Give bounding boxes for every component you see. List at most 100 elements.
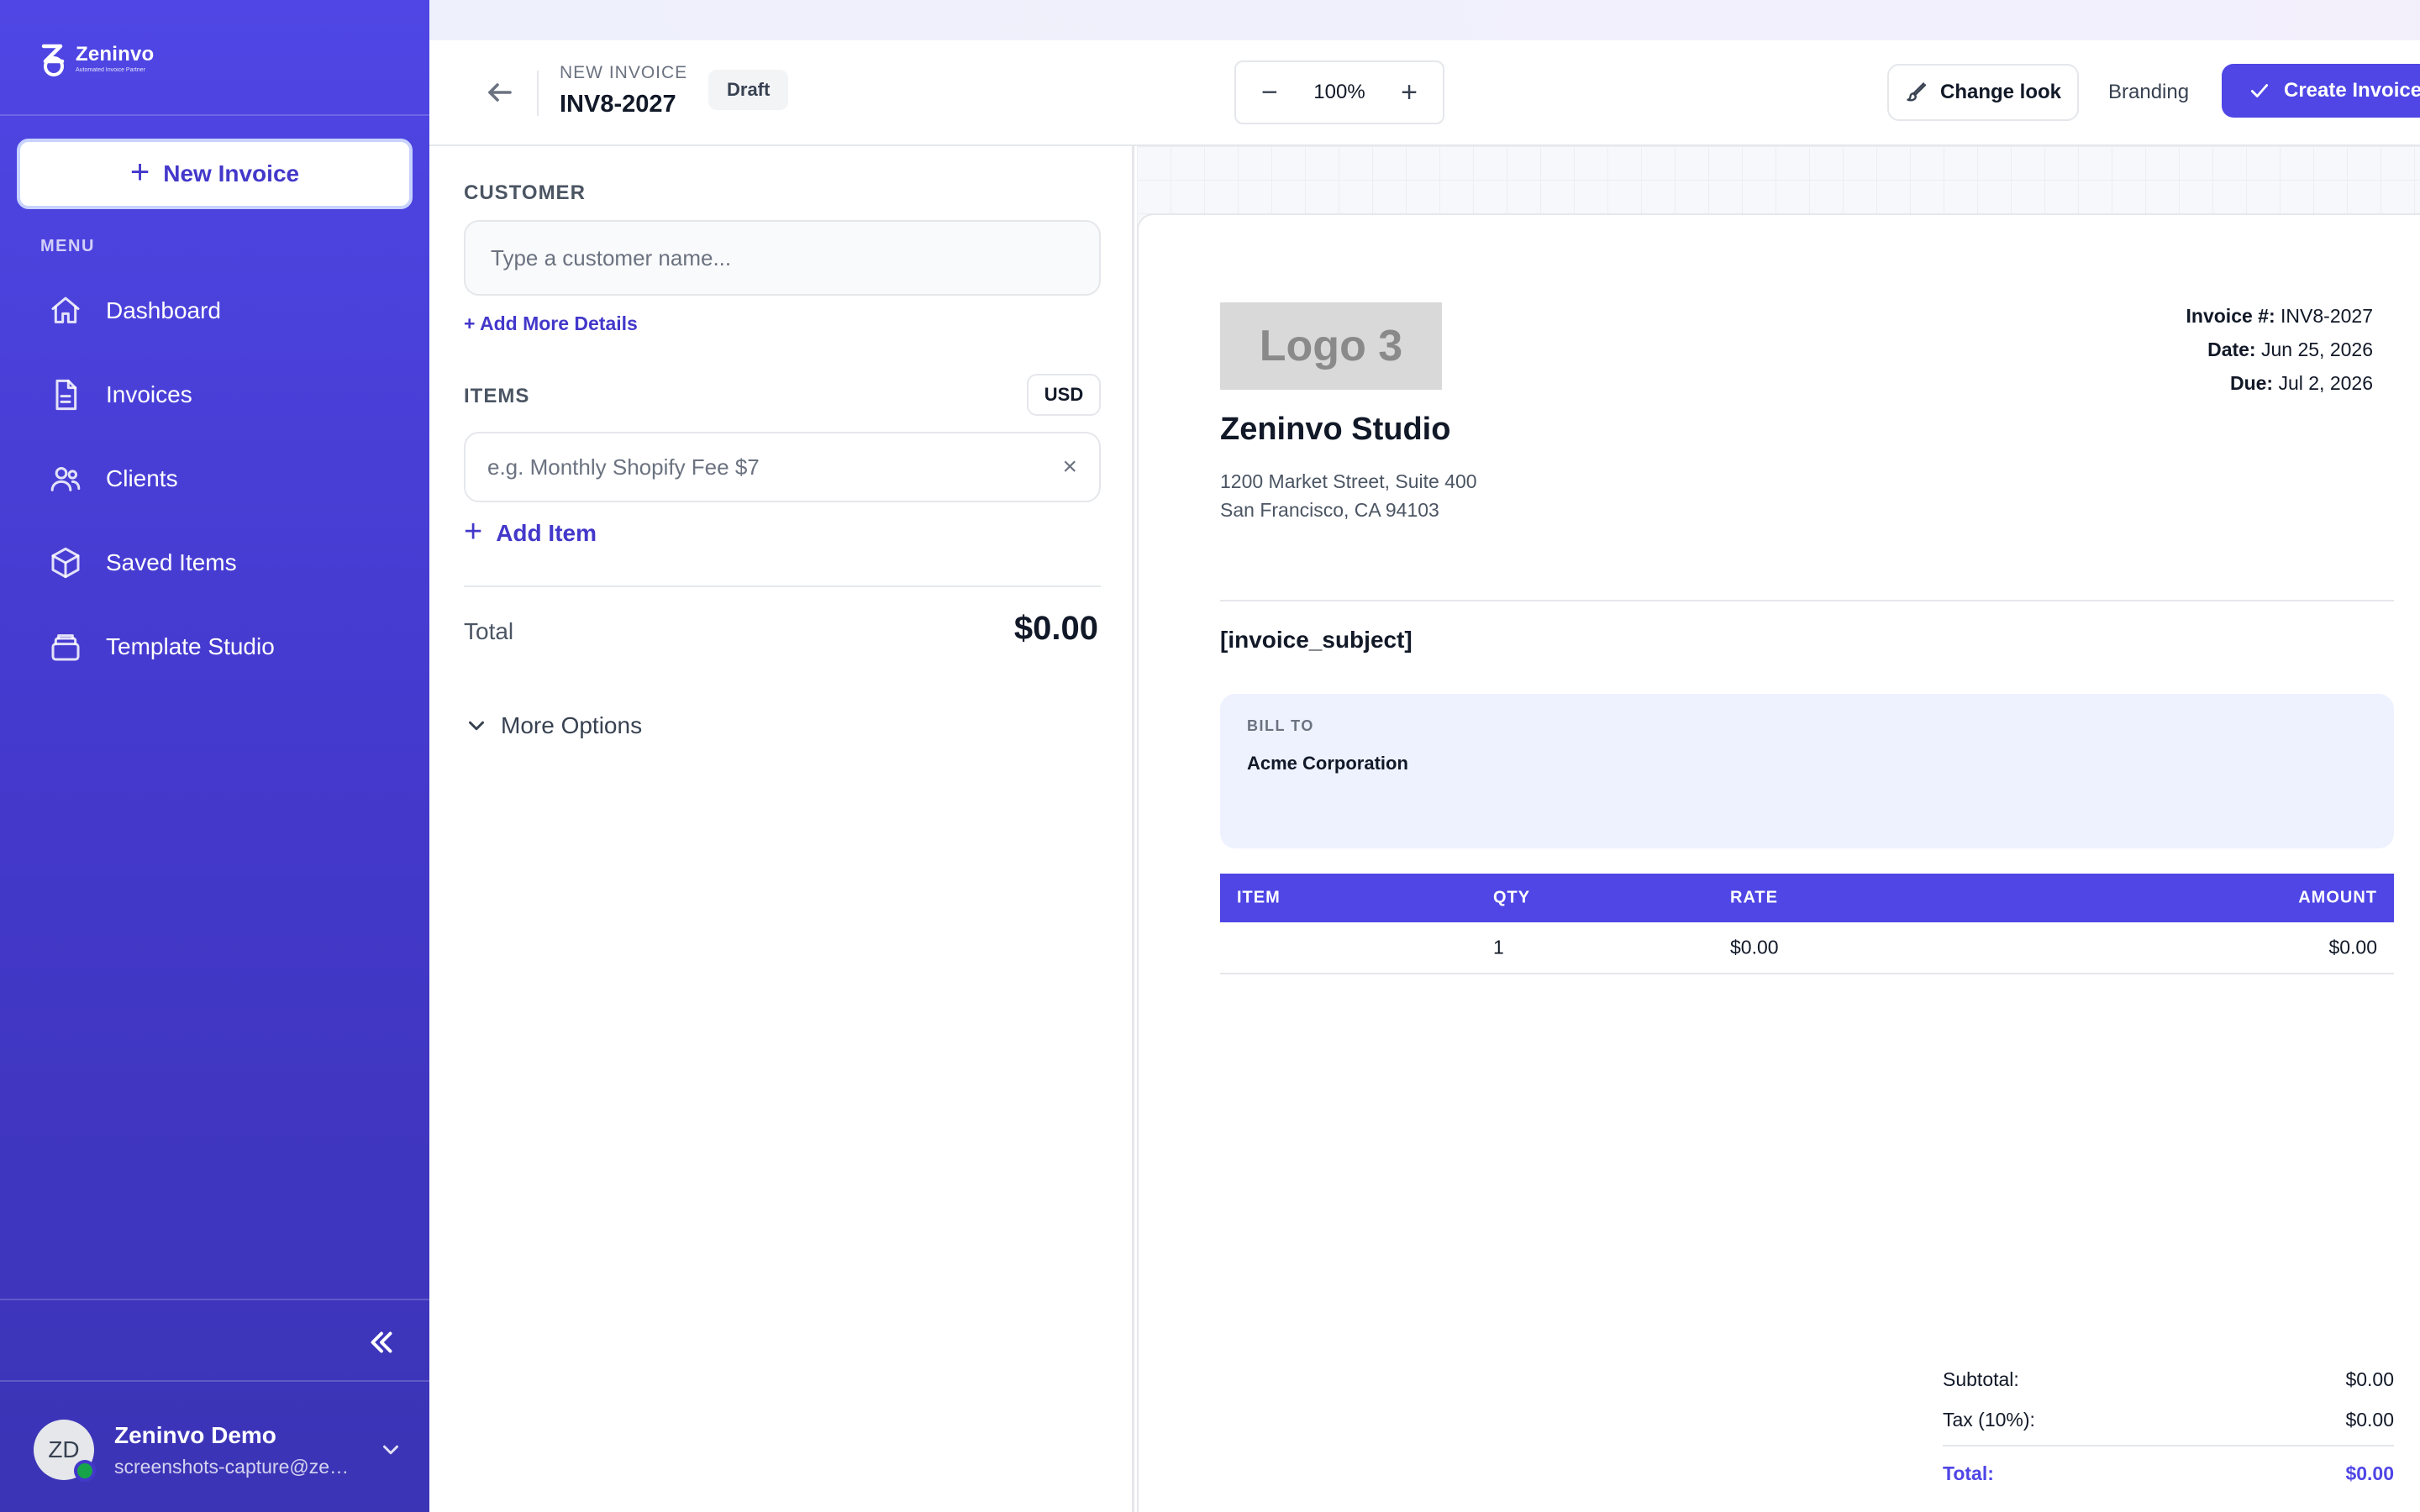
cell-rate: $0.00 [1730, 936, 1779, 958]
plus-icon: + [129, 154, 150, 191]
new-invoice-button[interactable]: + New Invoice [17, 139, 413, 209]
subtotal-value: $0.00 [2345, 1368, 2394, 1390]
company-logo-placeholder: Logo 3 [1220, 302, 1442, 390]
totals-divider [1943, 1445, 2394, 1446]
sidebar-item-label: Clients [106, 465, 178, 491]
zeninvo-logo-icon [41, 44, 65, 76]
online-status-dot [74, 1460, 96, 1482]
form-divider [464, 585, 1101, 587]
new-invoice-label: New Invoice [163, 160, 300, 186]
tax-value: $0.00 [2345, 1408, 2394, 1431]
editor-header: NEW INVOICE INV8-2027 Draft − 100% + Cha… [429, 40, 2420, 146]
sidebar-divider [0, 1380, 429, 1382]
sidebar-item-label: Saved Items [106, 549, 237, 575]
table-row: 1 $0.00 $0.00 [1220, 922, 2394, 974]
change-look-button[interactable]: Change look [1887, 64, 2079, 121]
top-strip [429, 0, 2420, 40]
chevrons-left-icon [371, 1331, 392, 1353]
line-items-table: ITEM QTY RATE AMOUNT 1 $0.00 $0.00 [1220, 874, 2394, 974]
box-icon [51, 547, 80, 579]
customer-section-label: CUSTOMER [464, 181, 586, 204]
create-invoice-button[interactable]: Create Invoice [2222, 64, 2420, 118]
sidebar-item-dashboard[interactable]: Dashboard [20, 269, 409, 353]
home-icon [51, 297, 80, 323]
invoice-number-label: Invoice #: [2186, 305, 2275, 327]
add-item-label: Add Item [496, 520, 597, 546]
currency-selector[interactable]: USD [1027, 374, 1101, 416]
column-header-rate: RATE [1730, 888, 1778, 907]
grand-total-row: Total: $0.00 [1943, 1453, 2394, 1494]
column-header-item: ITEM [1237, 888, 1281, 907]
customer-input-placeholder: Type a customer name... [491, 244, 732, 270]
change-look-label: Change look [1939, 81, 2061, 103]
create-invoice-label: Create Invoice [2284, 79, 2420, 102]
totals-summary: Subtotal: $0.00 Tax (10%): $0.00 Total: … [1943, 1359, 2394, 1494]
clear-icon[interactable]: × [1062, 453, 1077, 480]
sidebar-divider [0, 114, 429, 116]
cell-qty: 1 [1493, 936, 1504, 958]
zoom-in-button[interactable]: + [1401, 76, 1418, 108]
more-options-toggle[interactable]: More Options [464, 712, 642, 739]
branding-link[interactable]: Branding [2108, 81, 2190, 103]
item-input[interactable]: e.g. Monthly Shopify Fee $7 × [464, 432, 1101, 502]
tax-label: Tax (10%): [1943, 1408, 2035, 1431]
paintbrush-icon [1907, 82, 1927, 102]
form-total-label: Total [464, 618, 514, 644]
brand-logo[interactable]: Zeninvo Automated Invoice Partner [35, 37, 154, 81]
table-header: ITEM QTY RATE AMOUNT [1220, 874, 2394, 922]
customer-input[interactable]: Type a customer name... [464, 220, 1101, 296]
bill-to-name: Acme Corporation [1247, 753, 1408, 774]
add-item-button[interactable]: + Add Item [464, 514, 597, 549]
invoice-due-label: Due: [2229, 372, 2274, 394]
check-icon [2250, 84, 2269, 97]
back-button[interactable] [471, 74, 529, 111]
preview-divider [1220, 600, 2394, 601]
company-address-line1: 1200 Market Street, Suite 400 [1220, 470, 1477, 492]
invoice-form-panel: CUSTOMER Type a customer name... + Add M… [429, 146, 1134, 1512]
subtotal-row: Subtotal: $0.00 [1943, 1359, 2394, 1399]
chevron-down-icon [469, 721, 484, 731]
cell-amount: $0.00 [2328, 936, 2377, 958]
sidebar-item-saved-items[interactable]: Saved Items [20, 521, 409, 605]
sidebar-nav: Dashboard Invoices Clients Saved Items T… [20, 269, 409, 689]
brand-name: Zeninvo [76, 43, 155, 66]
sidebar-item-template-studio[interactable]: Template Studio [20, 605, 409, 689]
item-input-placeholder: e.g. Monthly Shopify Fee $7 [487, 454, 760, 480]
sidebar-item-label: Dashboard [106, 297, 221, 323]
arrow-left-icon [488, 83, 512, 102]
layers-icon [51, 634, 80, 661]
add-more-details-link[interactable]: + Add More Details [464, 312, 638, 334]
sidebar-item-clients[interactable]: Clients [20, 437, 409, 521]
avatar: ZD [34, 1420, 96, 1482]
grand-total-label: Total: [1943, 1462, 1994, 1484]
column-header-qty: QTY [1493, 888, 1531, 907]
sidebar-item-label: Invoices [106, 381, 192, 407]
menu-section-label: MENU [40, 237, 95, 255]
sidebar-divider [0, 1299, 429, 1300]
brand-tagline: Automated Invoice Partner [76, 67, 145, 73]
collapse-sidebar-button[interactable] [360, 1324, 403, 1361]
plus-icon: + [464, 514, 483, 549]
bill-to-label: BILL TO [1247, 717, 1314, 734]
invoice-due-value: Jul 2, 2026 [2278, 372, 2373, 394]
invoice-meta: Invoice #: INV8-2027 Date: Jun 25, 2026 … [2186, 299, 2373, 400]
status-badge: Draft [708, 70, 789, 110]
sidebar-item-label: Template Studio [106, 633, 275, 659]
document-icon [55, 379, 77, 411]
user-menu[interactable]: ZD Zeninvo Demo screenshots-capture@zeni… [34, 1416, 403, 1483]
sidebar-item-invoices[interactable]: Invoices [20, 353, 409, 437]
header-subtitle: NEW INVOICE [560, 63, 688, 82]
tax-row: Tax (10%): $0.00 [1943, 1399, 2394, 1440]
sidebar: Zeninvo Automated Invoice Partner + New … [0, 0, 429, 1512]
column-header-amount: AMOUNT [2298, 888, 2377, 907]
items-section-label: ITEMS [464, 385, 530, 407]
invoice-preview: Logo 3 Zeninvo Studio 1200 Market Street… [1137, 213, 2420, 1512]
user-name: Zeninvo Demo [114, 1421, 276, 1448]
invoice-number-value: INV8-2027 [2281, 305, 2373, 327]
invoice-date-value: Jun 25, 2026 [2260, 339, 2373, 360]
zoom-level: 100% [1313, 81, 1365, 103]
zoom-out-button[interactable]: − [1261, 76, 1278, 108]
invoice-date-label: Date: [2207, 339, 2256, 360]
bill-to-card: BILL TO Acme Corporation [1220, 694, 2394, 848]
form-total-value: $0.00 [1013, 610, 1098, 647]
